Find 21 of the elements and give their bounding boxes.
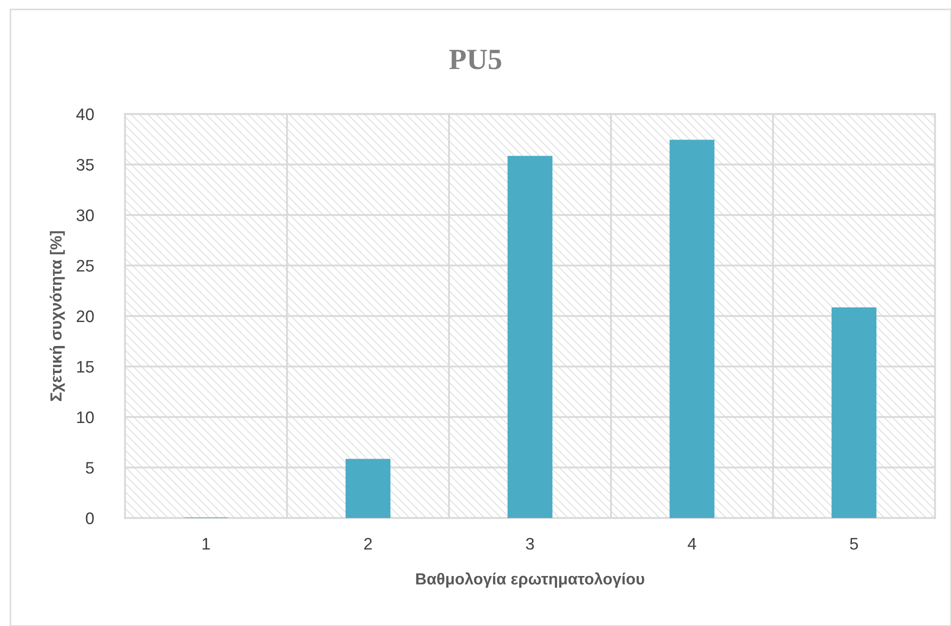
x-tick-label: 3	[526, 538, 534, 550]
x-tick-label: 1	[202, 538, 210, 550]
y-tick-label: 20	[76, 310, 94, 322]
y-axis-title: Σχετική συχνότητα [%]	[50, 231, 65, 401]
bar	[670, 140, 714, 518]
chart-title: PU5	[449, 50, 502, 70]
y-tick-label: 25	[76, 260, 94, 272]
y-tick-label: 35	[76, 158, 94, 171]
y-tick-label: 40	[76, 108, 94, 120]
x-tick-label: 2	[364, 538, 372, 550]
bar	[832, 307, 876, 518]
y-tick-label: 5	[86, 462, 94, 474]
y-tick-label: 10	[77, 411, 94, 424]
x-axis-title: Βαθμολογία ερωτηματολογίου	[416, 572, 644, 588]
y-tick-label: 15	[77, 361, 94, 373]
x-tick-label: 5	[850, 538, 858, 550]
bar	[346, 458, 390, 518]
y-tick-label: 0	[86, 512, 94, 524]
x-tick-label: 4	[688, 538, 696, 550]
y-tick-label: 30	[76, 209, 94, 222]
bar	[508, 156, 552, 518]
